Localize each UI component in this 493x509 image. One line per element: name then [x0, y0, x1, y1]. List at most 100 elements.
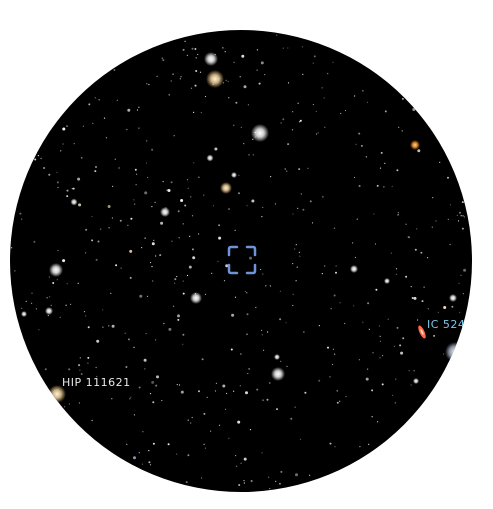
- faint-star: [302, 208, 305, 211]
- faint-star: [282, 47, 284, 49]
- faint-star: [249, 429, 252, 431]
- star[interactable]: [274, 354, 280, 360]
- faint-star: [286, 365, 288, 367]
- faint-star: [144, 237, 146, 239]
- star[interactable]: [350, 265, 358, 273]
- faint-star: [239, 76, 241, 78]
- faint-star: [261, 329, 263, 331]
- faint-star: [443, 306, 447, 309]
- selection-reticle-icon[interactable]: [226, 244, 258, 276]
- faint-star: [47, 314, 49, 317]
- faint-star: [95, 166, 97, 168]
- faint-star: [85, 228, 88, 231]
- faint-star: [463, 268, 467, 272]
- faint-star: [141, 463, 144, 465]
- faint-star: [43, 167, 46, 169]
- faint-star: [81, 157, 83, 159]
- faint-star: [94, 170, 97, 173]
- faint-star: [225, 264, 229, 268]
- faint-star: [391, 185, 393, 187]
- faint-star: [330, 308, 332, 310]
- faint-star: [180, 76, 182, 78]
- faint-star: [356, 218, 358, 220]
- star[interactable]: [206, 154, 214, 162]
- star[interactable]: [449, 294, 457, 302]
- star[interactable]: [45, 307, 53, 315]
- faint-star: [246, 292, 248, 294]
- faint-star: [358, 359, 360, 361]
- faint-star: [292, 293, 294, 295]
- faint-star: [292, 304, 294, 307]
- faint-star: [391, 394, 394, 396]
- faint-star: [332, 348, 334, 350]
- star[interactable]: [271, 367, 285, 381]
- faint-star: [184, 204, 187, 207]
- faint-star: [243, 480, 245, 482]
- star[interactable]: [251, 124, 269, 142]
- faint-star: [179, 78, 181, 80]
- faint-star: [97, 240, 100, 243]
- faint-star: [345, 396, 347, 398]
- star[interactable]: [413, 378, 419, 384]
- faint-star: [265, 285, 267, 287]
- faint-star: [396, 169, 399, 172]
- star[interactable]: [410, 140, 420, 150]
- star[interactable]: [206, 70, 224, 88]
- faint-star: [247, 104, 249, 106]
- star[interactable]: [49, 263, 63, 277]
- star[interactable]: [190, 292, 202, 304]
- faint-star: [226, 392, 228, 395]
- star[interactable]: [160, 207, 170, 217]
- faint-star: [62, 259, 66, 263]
- object-label-ic[interactable]: IC 524: [427, 318, 466, 331]
- faint-star: [143, 358, 147, 362]
- faint-star: [329, 442, 332, 445]
- faint-star: [133, 346, 135, 348]
- faint-star: [129, 276, 132, 279]
- faint-star: [238, 174, 240, 176]
- faint-star: [184, 40, 186, 42]
- faint-star: [199, 71, 202, 73]
- faint-star: [91, 239, 94, 242]
- star[interactable]: [220, 182, 232, 194]
- faint-star: [461, 201, 464, 204]
- faint-star: [182, 343, 184, 345]
- faint-star: [151, 206, 153, 208]
- faint-star: [228, 97, 230, 99]
- faint-star: [176, 384, 178, 386]
- faint-star: [72, 187, 75, 190]
- faint-star: [243, 482, 245, 484]
- star[interactable]: [231, 172, 237, 178]
- faint-star: [311, 222, 314, 224]
- faint-star: [344, 322, 346, 325]
- star[interactable]: [21, 311, 27, 317]
- faint-star: [238, 484, 241, 486]
- faint-star: [149, 393, 152, 395]
- faint-star: [462, 215, 464, 217]
- star[interactable]: [445, 342, 465, 362]
- faint-star: [297, 207, 299, 209]
- faint-star: [246, 313, 249, 316]
- faint-star: [240, 353, 242, 355]
- faint-star: [382, 355, 384, 357]
- star[interactable]: [384, 278, 390, 284]
- faint-star: [318, 325, 320, 327]
- star[interactable]: [204, 52, 218, 66]
- star[interactable]: [70, 198, 78, 206]
- faint-star: [321, 273, 323, 275]
- sky-disc: [10, 30, 472, 492]
- faint-star: [167, 189, 171, 192]
- faint-star: [435, 220, 437, 222]
- faint-star: [218, 224, 221, 227]
- faint-star: [228, 437, 230, 439]
- faint-star: [297, 102, 299, 104]
- faint-star: [393, 345, 396, 347]
- star-label-hip[interactable]: HIP 111621: [62, 376, 131, 389]
- faint-star: [245, 391, 248, 395]
- faint-star: [437, 311, 439, 313]
- faint-star: [186, 54, 188, 56]
- faint-star: [188, 265, 192, 269]
- faint-star: [262, 273, 264, 275]
